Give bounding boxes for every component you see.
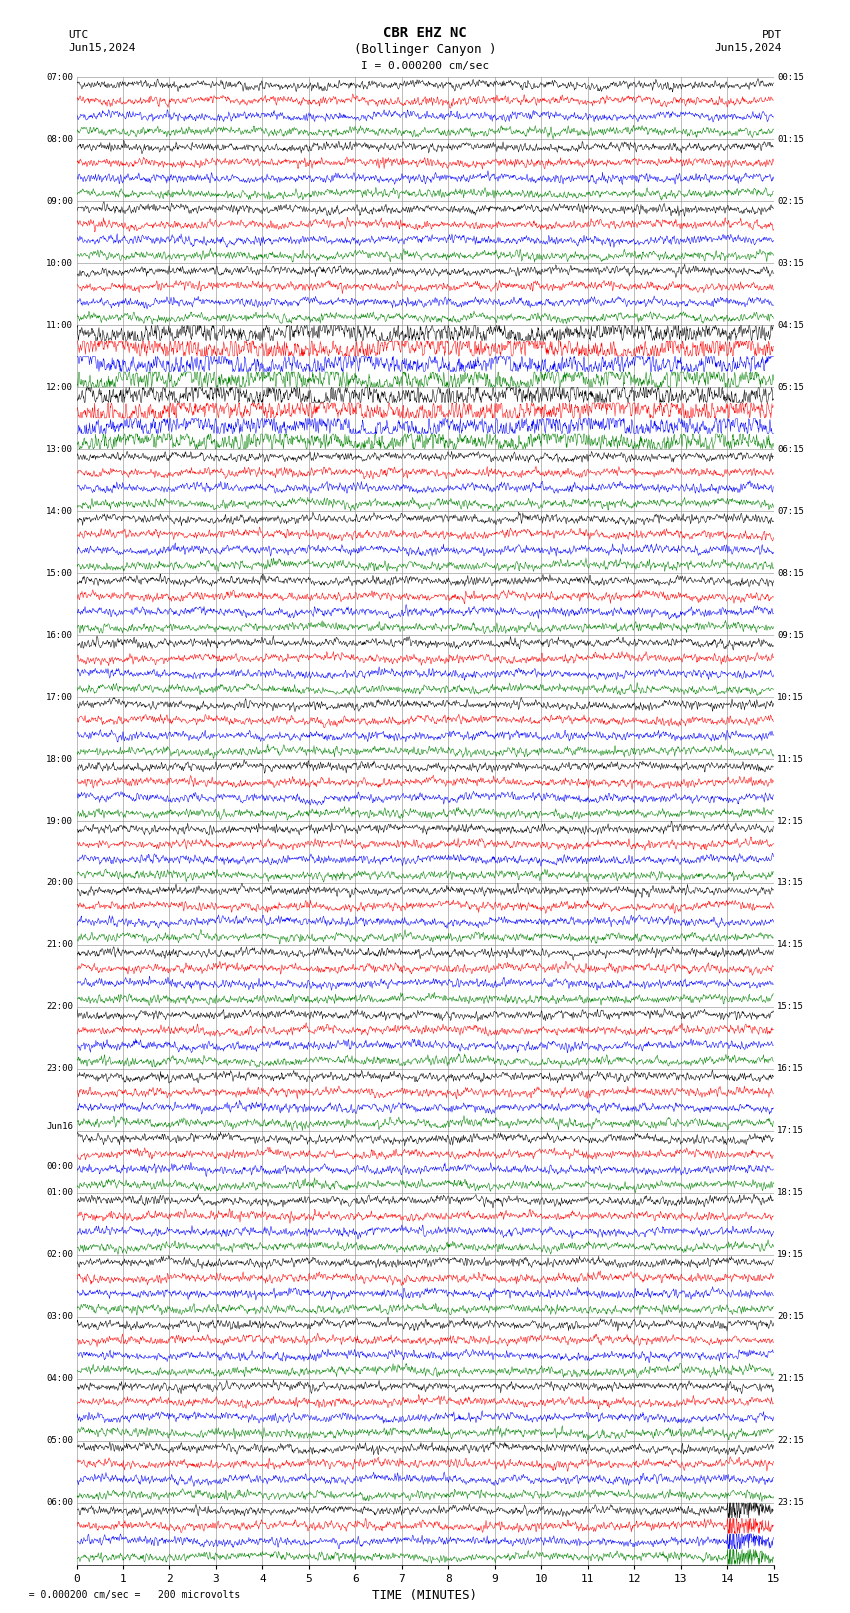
- Text: 15:15: 15:15: [777, 1002, 804, 1011]
- Text: 03:00: 03:00: [46, 1313, 73, 1321]
- Text: 05:15: 05:15: [777, 382, 804, 392]
- Text: 08:00: 08:00: [46, 135, 73, 144]
- Text: 00:00: 00:00: [46, 1161, 73, 1171]
- Text: 07:00: 07:00: [46, 73, 73, 82]
- Text: 07:15: 07:15: [777, 506, 804, 516]
- Text: 08:15: 08:15: [777, 569, 804, 577]
- Text: 10:15: 10:15: [777, 692, 804, 702]
- Text: Jun15,2024: Jun15,2024: [68, 44, 135, 53]
- Text: 19:00: 19:00: [46, 816, 73, 826]
- Text: 17:15: 17:15: [777, 1126, 804, 1136]
- Text: 23:00: 23:00: [46, 1065, 73, 1073]
- Text: 16:00: 16:00: [46, 631, 73, 640]
- Text: 11:00: 11:00: [46, 321, 73, 329]
- Text: 09:00: 09:00: [46, 197, 73, 206]
- Text: (Bollinger Canyon ): (Bollinger Canyon ): [354, 44, 496, 56]
- Text: 09:15: 09:15: [777, 631, 804, 640]
- Text: PDT: PDT: [762, 31, 782, 40]
- Text: 10:00: 10:00: [46, 258, 73, 268]
- Text: 22:15: 22:15: [777, 1436, 804, 1445]
- Text: 00:15: 00:15: [777, 73, 804, 82]
- Text: 22:00: 22:00: [46, 1002, 73, 1011]
- Text: = 0.000200 cm/sec =   200 microvolts: = 0.000200 cm/sec = 200 microvolts: [17, 1590, 241, 1600]
- Text: 01:00: 01:00: [46, 1189, 73, 1197]
- Text: 15:00: 15:00: [46, 569, 73, 577]
- Text: 19:15: 19:15: [777, 1250, 804, 1260]
- Text: 02:15: 02:15: [777, 197, 804, 206]
- Text: 18:15: 18:15: [777, 1189, 804, 1197]
- Text: 02:00: 02:00: [46, 1250, 73, 1260]
- Text: 20:00: 20:00: [46, 879, 73, 887]
- Text: 03:15: 03:15: [777, 258, 804, 268]
- Text: UTC: UTC: [68, 31, 88, 40]
- Text: CBR EHZ NC: CBR EHZ NC: [383, 26, 467, 40]
- Text: 06:00: 06:00: [46, 1498, 73, 1507]
- Text: 13:15: 13:15: [777, 879, 804, 887]
- Text: 21:00: 21:00: [46, 940, 73, 950]
- Text: 21:15: 21:15: [777, 1374, 804, 1384]
- Text: 16:15: 16:15: [777, 1065, 804, 1073]
- Text: 12:15: 12:15: [777, 816, 804, 826]
- Text: 17:00: 17:00: [46, 692, 73, 702]
- Text: 14:00: 14:00: [46, 506, 73, 516]
- Text: 04:15: 04:15: [777, 321, 804, 329]
- Text: I = 0.000200 cm/sec: I = 0.000200 cm/sec: [361, 61, 489, 71]
- Text: 01:15: 01:15: [777, 135, 804, 144]
- Text: Jun16: Jun16: [46, 1123, 73, 1131]
- Text: 20:15: 20:15: [777, 1313, 804, 1321]
- Text: 05:00: 05:00: [46, 1436, 73, 1445]
- Text: 18:00: 18:00: [46, 755, 73, 763]
- Text: 04:00: 04:00: [46, 1374, 73, 1384]
- Text: 06:15: 06:15: [777, 445, 804, 453]
- Text: 14:15: 14:15: [777, 940, 804, 950]
- Text: 11:15: 11:15: [777, 755, 804, 763]
- Text: Jun15,2024: Jun15,2024: [715, 44, 782, 53]
- Text: 13:00: 13:00: [46, 445, 73, 453]
- Text: 12:00: 12:00: [46, 382, 73, 392]
- Text: 23:15: 23:15: [777, 1498, 804, 1507]
- X-axis label: TIME (MINUTES): TIME (MINUTES): [372, 1589, 478, 1602]
